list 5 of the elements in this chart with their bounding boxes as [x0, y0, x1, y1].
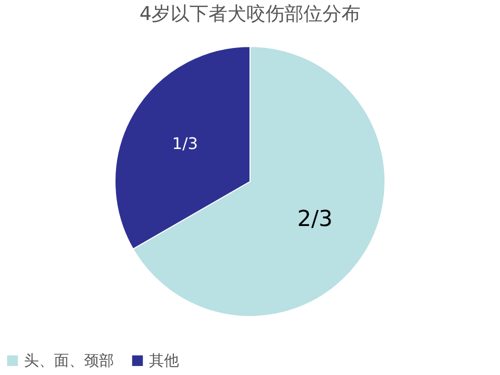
chart-title: 4岁以下者犬咬伤部位分布 [139, 3, 361, 25]
legend-label: 其他 [149, 352, 179, 370]
data-label: 1/3 [172, 134, 198, 153]
data-label: 2/3 [297, 207, 333, 232]
legend-label: 头、面、颈部 [24, 352, 114, 370]
